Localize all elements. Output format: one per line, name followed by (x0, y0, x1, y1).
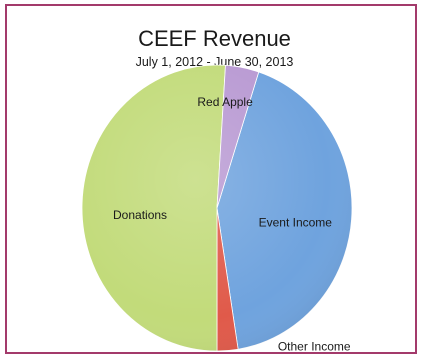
slice-label-event-income: Event Income (259, 215, 333, 229)
slice-label-donations: Donations (113, 208, 167, 222)
pie-labels: Event Income Other Income Donations Red App… (113, 95, 351, 354)
chart-subtitle: July 1, 2012 - June 30, 2013 (135, 55, 294, 69)
slice-label-other-income: Other Income (278, 340, 351, 354)
slice-label-red-apple: Red Apple (197, 95, 253, 109)
chart-title: CEEF Revenue (138, 26, 291, 51)
pie-shading (82, 65, 352, 351)
pie-slices (81, 64, 353, 352)
